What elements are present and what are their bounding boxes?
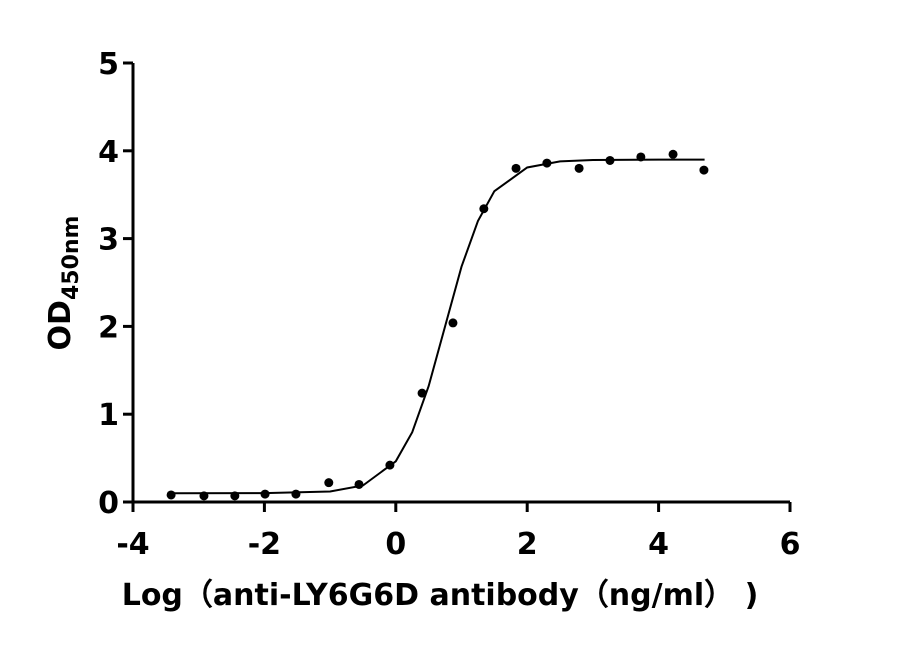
x-axis-label: Log（anti-LY6G6D antibody（ng/ml） ) [122, 578, 759, 613]
data-point [166, 490, 176, 500]
y-axis-label-main: OD [43, 300, 78, 350]
fit-curve [172, 158, 705, 495]
data-point [417, 388, 427, 398]
data-point [448, 318, 458, 328]
data-point [511, 163, 521, 173]
data-point [354, 479, 364, 489]
y-tick-label: 3 [98, 223, 119, 258]
data-point [260, 489, 270, 499]
data-point [479, 204, 489, 214]
y-tick-label: 2 [98, 310, 119, 345]
x-tick-label: 0 [385, 527, 406, 562]
data-point [668, 149, 678, 159]
data-point [385, 460, 395, 470]
data-point [324, 478, 334, 488]
y-axis-label-sub: 450nm [59, 216, 84, 301]
x-tick-label: 6 [780, 527, 801, 562]
data-point [542, 158, 552, 168]
x-tick-label: -2 [248, 527, 281, 562]
data-point [605, 155, 615, 165]
data-point [291, 489, 301, 499]
y-tick-label: 4 [98, 135, 119, 170]
data-point [230, 491, 240, 501]
x-tick-label: 2 [517, 527, 538, 562]
y-axis-label: OD450nm [43, 216, 84, 351]
data-point [199, 491, 209, 501]
x-tick-label: 4 [648, 527, 669, 562]
y-tick-label: 1 [98, 398, 119, 433]
y-tick-label: 0 [98, 486, 119, 521]
data-point [636, 152, 646, 162]
x-tick-label: -4 [116, 527, 149, 562]
y-tick-label: 5 [98, 47, 119, 82]
data-point [699, 165, 709, 175]
data-point [574, 163, 584, 173]
